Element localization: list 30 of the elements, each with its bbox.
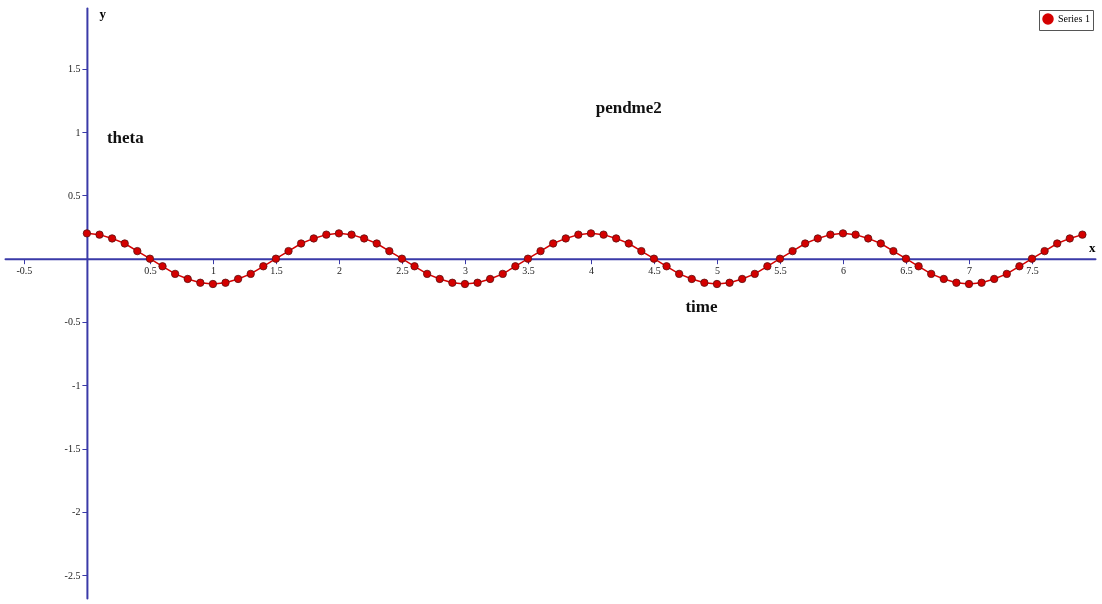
y-tick-label: 0.5 — [67, 189, 81, 201]
y-tick-label: -1 — [72, 379, 81, 391]
x-tick-label: 6.5 — [900, 265, 913, 277]
x-tick-label: 6 — [840, 265, 846, 277]
y-tick-label: -0.5 — [64, 316, 81, 328]
x-tick-label: 4.5 — [648, 265, 661, 277]
x-tick-label: 1.5 — [270, 265, 283, 277]
x-tick-label: 2 — [336, 265, 342, 277]
x-tick-label: 7.5 — [1026, 265, 1039, 277]
x-tick-label: 5 — [714, 265, 720, 277]
x-tick-label: 7 — [966, 265, 972, 277]
legend-label: Series 1 — [1058, 13, 1090, 24]
x-tick-label: 3 — [462, 265, 468, 277]
x-axis-title: x — [1089, 240, 1096, 256]
x-tick-label: 1 — [210, 265, 216, 277]
y-tick-label: 1.5 — [67, 63, 81, 75]
x-tick-label: 3.5 — [522, 265, 535, 277]
text: pendme2 — [595, 98, 662, 118]
x-tick-label: -0.5 — [16, 265, 33, 277]
x-tick-label: 0.5 — [144, 265, 157, 277]
y-axis-title: y — [99, 5, 107, 21]
x-tick-label: 4 — [588, 265, 594, 277]
x-tick-label: 2.5 — [396, 265, 409, 277]
x-tick-label: 5.5 — [774, 265, 787, 277]
annotation: time — [685, 296, 719, 316]
y-tick-label: 1 — [75, 126, 81, 138]
y-tick-label: -2 — [72, 506, 81, 518]
y-tick-label: -1.5 — [64, 443, 81, 455]
annotation: theta — [106, 128, 145, 148]
y-tick-label: -2.5 — [64, 569, 81, 581]
